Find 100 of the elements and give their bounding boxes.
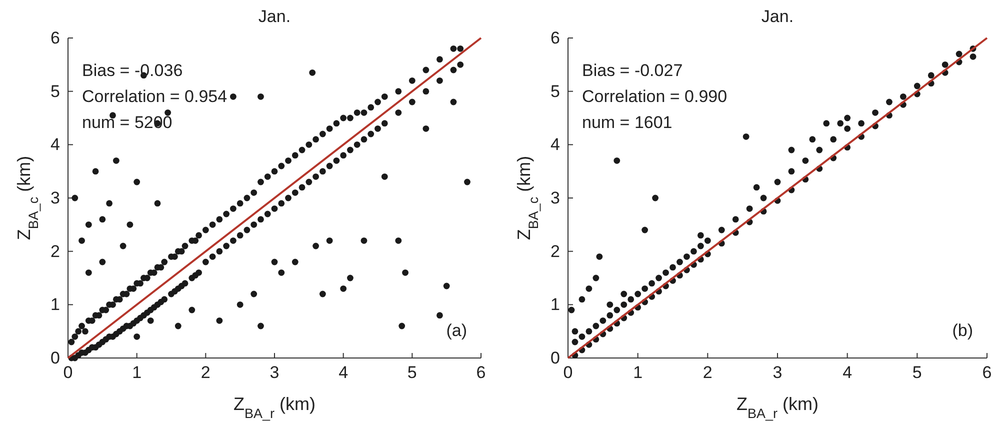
- point: [586, 285, 592, 292]
- point: [147, 317, 154, 324]
- point: [134, 178, 140, 186]
- point: [402, 269, 408, 276]
- point: [126, 221, 134, 228]
- y-tick-label: 2: [50, 242, 60, 261]
- y-tick-label: 3: [50, 188, 60, 208]
- point: [684, 253, 690, 260]
- x-axis-title: Z$_{BA_r}$ (km): [736, 394, 818, 420]
- y-tick-label: 6: [550, 28, 560, 48]
- point: [436, 312, 443, 319]
- point: [753, 184, 760, 191]
- point: [592, 322, 600, 330]
- point: [634, 290, 642, 298]
- point: [395, 237, 402, 244]
- point: [816, 146, 823, 154]
- point: [606, 312, 614, 319]
- point: [188, 306, 196, 314]
- x-tick-label: 0: [563, 363, 573, 382]
- point: [606, 301, 614, 308]
- x-tick-label: 5: [407, 363, 417, 382]
- y-tick-label: 4: [50, 135, 60, 154]
- point: [450, 98, 457, 106]
- y-tick-label: 2: [550, 242, 560, 261]
- point: [642, 226, 648, 234]
- x-tick-label: 0: [63, 363, 73, 382]
- point: [858, 120, 864, 127]
- point: [676, 258, 683, 266]
- point: [578, 333, 586, 340]
- x-tick-label: 1: [633, 363, 643, 382]
- point: [774, 178, 781, 186]
- point: [326, 237, 333, 244]
- y-tick-label: 0: [550, 348, 560, 368]
- point: [600, 317, 606, 324]
- point: [258, 322, 264, 330]
- point: [742, 133, 750, 140]
- x-tick-label: 6: [476, 363, 486, 382]
- chart-title: Jan.: [761, 7, 794, 26]
- annotation: Bias = -0.027: [582, 61, 683, 80]
- point: [956, 50, 962, 58]
- point: [381, 173, 388, 180]
- point: [99, 216, 106, 223]
- point: [106, 200, 112, 207]
- point: [309, 69, 316, 76]
- y-tick-label: 1: [550, 295, 560, 314]
- x-tick-label: 3: [772, 363, 782, 382]
- point: [72, 194, 78, 202]
- x-tick-label: 4: [338, 363, 348, 382]
- point: [746, 205, 753, 212]
- point: [788, 146, 795, 154]
- point: [662, 269, 669, 276]
- point: [236, 301, 244, 308]
- point: [656, 274, 662, 282]
- point: [809, 136, 816, 143]
- point: [830, 136, 837, 143]
- point: [970, 53, 976, 60]
- point: [614, 157, 620, 164]
- y-tick-label: 5: [50, 82, 60, 101]
- point: [464, 178, 470, 186]
- point: [110, 112, 116, 119]
- point: [78, 237, 85, 244]
- point: [572, 328, 578, 335]
- y-tick-label: 5: [550, 82, 560, 101]
- x-axis-title: Z$_{BA_r}$ (km): [234, 394, 316, 420]
- point: [592, 274, 600, 282]
- point: [837, 120, 844, 127]
- point: [292, 258, 298, 266]
- annotation: num = 5200: [82, 113, 172, 132]
- annotation: Correlation = 0.954: [82, 87, 228, 106]
- point: [340, 285, 347, 292]
- point: [134, 333, 140, 340]
- x-tick-label: 3: [270, 363, 280, 382]
- point: [174, 322, 182, 330]
- point: [164, 109, 172, 116]
- point: [112, 157, 120, 164]
- point: [928, 72, 934, 79]
- point: [802, 157, 809, 164]
- point: [271, 258, 278, 266]
- point: [718, 226, 725, 234]
- point: [900, 93, 906, 100]
- point: [697, 232, 704, 239]
- point: [628, 296, 634, 303]
- point: [572, 338, 578, 346]
- x-tick-label: 6: [982, 363, 992, 382]
- point: [648, 280, 655, 287]
- point: [85, 269, 92, 276]
- point: [312, 242, 319, 250]
- point: [278, 269, 285, 276]
- point: [422, 125, 430, 132]
- point: [614, 306, 620, 314]
- point: [99, 258, 106, 266]
- x-tick-label: 1: [132, 363, 142, 382]
- point: [230, 93, 236, 100]
- point: [732, 216, 739, 223]
- point: [216, 317, 223, 324]
- annotation: (b): [952, 321, 973, 340]
- point: [760, 194, 767, 202]
- point: [85, 221, 92, 228]
- point: [620, 290, 628, 298]
- point: [360, 237, 368, 244]
